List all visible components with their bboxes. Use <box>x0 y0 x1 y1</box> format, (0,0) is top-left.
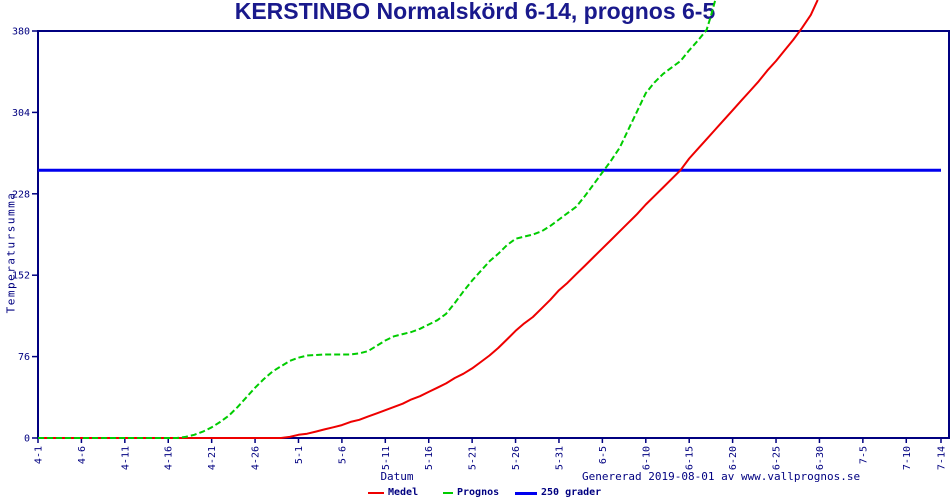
x-tick-label: 5-16 <box>424 446 435 470</box>
x-tick-label: 5-1 <box>294 446 305 464</box>
x-tick-label: 6-15 <box>685 446 696 470</box>
x-tick-label: 5-11 <box>381 446 392 470</box>
y-axis-title: Temperatursumma <box>4 191 18 314</box>
y-tick-label: 380 <box>12 27 30 38</box>
legend-label-threshold: 250 grader <box>541 487 602 498</box>
prognos-line-swatch <box>443 492 453 494</box>
x-tick-label: 5-26 <box>511 446 522 470</box>
y-tick-label: 228 <box>12 189 30 200</box>
x-tick-label: 5-21 <box>468 446 479 470</box>
x-tick-label: 5-31 <box>554 446 565 470</box>
x-tick-label: 6-20 <box>728 446 739 470</box>
x-tick-label: 6-5 <box>598 446 609 464</box>
x-tick-label: 4-1 <box>34 446 45 464</box>
legend-item-threshold: 250 grader <box>515 487 601 499</box>
x-tick-label: 5-6 <box>337 446 348 464</box>
y-tick-label: 0 <box>24 434 30 445</box>
y-tick-label: 304 <box>12 108 30 119</box>
x-tick-label: 6-25 <box>772 446 783 470</box>
x-tick-label: 7-5 <box>858 446 869 464</box>
plot-frame <box>37 30 950 439</box>
legend-item-prognos: Prognos <box>443 487 499 499</box>
y-tick-label: 76 <box>18 352 30 363</box>
x-tick-label: 6-30 <box>815 446 826 470</box>
x-tick-label: 7-10 <box>902 446 913 470</box>
x-tick-label: 7-14 <box>937 446 948 470</box>
medel-line-swatch <box>368 492 384 494</box>
x-tick-label: 4-26 <box>251 446 262 470</box>
series-line-medel <box>38 0 819 439</box>
legend-item-medel: Medel <box>368 487 418 499</box>
x-tick-label: 6-10 <box>641 446 652 470</box>
legend-label-medel: Medel <box>388 487 419 498</box>
threshold-line-swatch <box>515 491 537 495</box>
x-axis-title: Datum <box>380 470 414 483</box>
legend-label-prognos: Prognos <box>457 487 500 498</box>
y-tick-label: 152 <box>12 271 30 282</box>
generated-timestamp: Genererad 2019-08-01 av www.vallprognos.… <box>582 470 861 483</box>
chart-title: KERSTINBO Normalskörd 6-14, prognos 6-5 <box>234 0 716 24</box>
series-line-prognos <box>38 0 717 439</box>
x-tick-label: 4-16 <box>164 446 175 470</box>
x-tick-label: 4-6 <box>77 446 88 464</box>
x-tick-label: 4-11 <box>120 446 131 470</box>
x-tick-label: 4-21 <box>207 446 218 470</box>
